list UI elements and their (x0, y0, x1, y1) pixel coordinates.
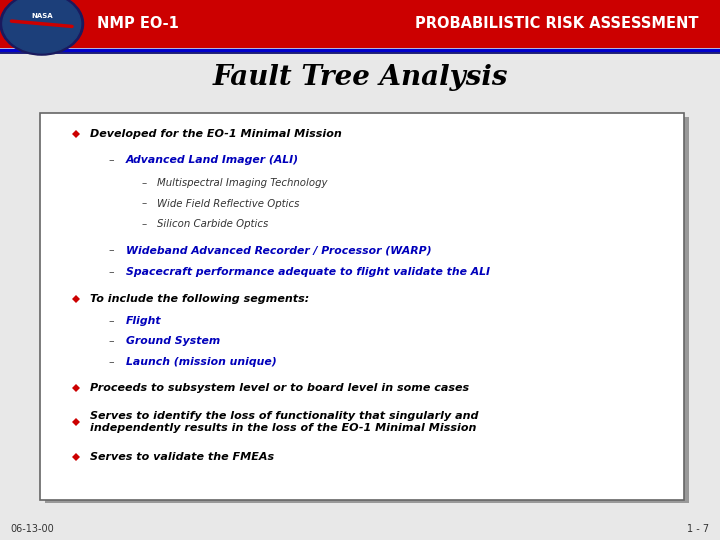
Text: –: – (109, 357, 114, 367)
Circle shape (3, 0, 81, 53)
Text: Silicon Carbide Optics: Silicon Carbide Optics (157, 219, 269, 229)
Text: Wide Field Reflective Optics: Wide Field Reflective Optics (157, 199, 300, 208)
Text: –: – (109, 336, 114, 346)
Text: NASA: NASA (31, 14, 53, 19)
Text: To include the following segments:: To include the following segments: (90, 294, 310, 303)
Text: Multispectral Imaging Technology: Multispectral Imaging Technology (157, 178, 328, 188)
Text: Proceeds to subsystem level or to board level in some cases: Proceeds to subsystem level or to board … (90, 383, 469, 393)
Text: Launch (mission unique): Launch (mission unique) (126, 357, 276, 367)
Text: –: – (109, 156, 114, 165)
Bar (0, 0, 720, 48)
Text: 1 - 7: 1 - 7 (687, 524, 709, 534)
Text: –: – (141, 178, 147, 188)
FancyBboxPatch shape (45, 117, 689, 503)
Text: Wideband Advanced Recorder / Processor (WARP): Wideband Advanced Recorder / Processor (… (126, 245, 431, 255)
Text: Spacecraft performance adequate to flight validate the ALI: Spacecraft performance adequate to fligh… (126, 267, 490, 277)
Text: –: – (109, 316, 114, 326)
Text: –: – (141, 199, 147, 208)
Text: Ground System: Ground System (126, 336, 220, 346)
Text: NMP EO-1: NMP EO-1 (97, 16, 179, 31)
Text: Serves to validate the FMEAs: Serves to validate the FMEAs (90, 453, 274, 462)
Text: –: – (109, 245, 114, 255)
Text: –: – (109, 267, 114, 277)
Text: 06-13-00: 06-13-00 (11, 524, 55, 534)
Text: –: – (141, 219, 147, 229)
Text: Serves to identify the loss of functionality that singularly and
independently r: Serves to identify the loss of functiona… (90, 411, 479, 433)
Text: Advanced Land Imager (ALI): Advanced Land Imager (ALI) (126, 156, 299, 165)
Circle shape (0, 0, 84, 55)
Text: PROBABILISTIC RISK ASSESSMENT: PROBABILISTIC RISK ASSESSMENT (415, 16, 698, 31)
Text: Flight: Flight (126, 316, 161, 326)
Text: Developed for the EO-1 Minimal Mission: Developed for the EO-1 Minimal Mission (90, 129, 342, 139)
Text: Fault Tree Analysis: Fault Tree Analysis (212, 64, 508, 91)
FancyArrowPatch shape (12, 21, 72, 26)
FancyBboxPatch shape (40, 113, 684, 500)
